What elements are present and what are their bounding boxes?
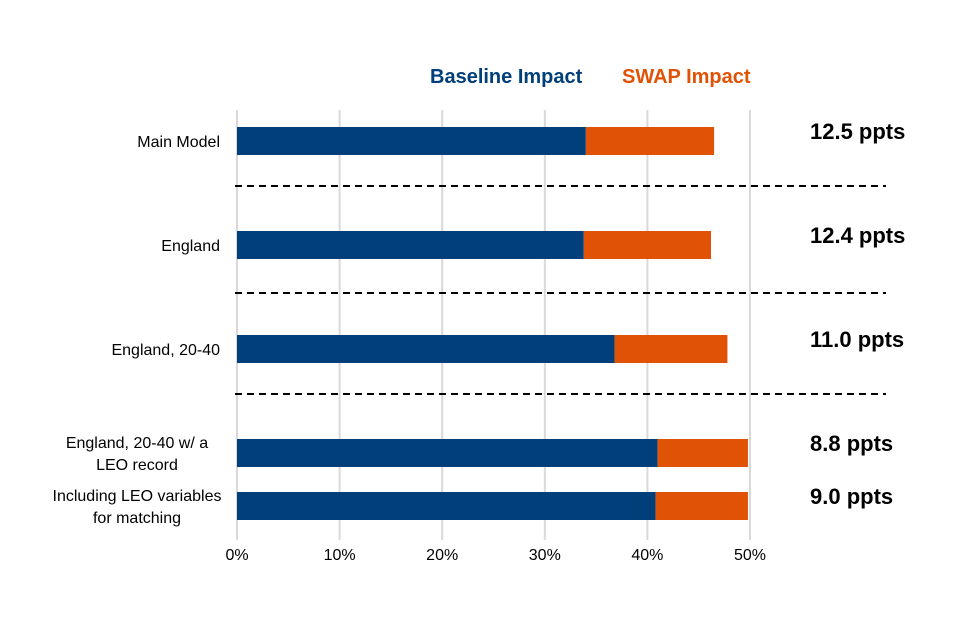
- gridlines: [236, 110, 751, 540]
- bar-swap-impact: [657, 439, 748, 467]
- legend-swap-impact: SWAP Impact: [622, 66, 751, 88]
- bar-baseline-impact: [237, 439, 658, 467]
- ppts-annotation: 12.5 ppts: [810, 119, 905, 144]
- bar-baseline-impact: [237, 127, 586, 155]
- category-label: England, 20-40 w/ a: [66, 435, 208, 452]
- ppts-annotations: 12.5 ppts 12.4 ppts 11.0 ppts 8.8 ppts 9.0 p…: [810, 119, 905, 509]
- group-separators: [235, 185, 886, 395]
- x-tick-label: 20%: [426, 547, 458, 564]
- ppts-annotation: 9.0 ppts: [810, 484, 893, 509]
- bar-baseline-impact: [237, 231, 584, 259]
- bar-swap-impact: [585, 127, 715, 155]
- legend-baseline-impact: Baseline Impact: [430, 66, 583, 88]
- category-label: Including LEO variables: [53, 488, 222, 505]
- x-tick-label: 30%: [529, 547, 561, 564]
- x-tick-label: 0%: [225, 547, 248, 564]
- category-label: England: [161, 238, 220, 255]
- bar-baseline-impact: [237, 492, 656, 520]
- category-label: LEO record: [96, 457, 178, 474]
- x-tick-label: 40%: [631, 547, 663, 564]
- ppts-annotation: 8.8 ppts: [810, 431, 893, 456]
- category-label: England, 20-40: [111, 342, 220, 359]
- bar-baseline-impact: [237, 335, 615, 363]
- category-label: Main Model: [137, 134, 220, 151]
- legend: Baseline Impact SWAP Impact: [430, 66, 751, 88]
- bar-swap-impact: [614, 335, 728, 363]
- bar-swap-impact: [655, 492, 748, 520]
- category-label: for matching: [93, 510, 181, 527]
- x-tick-label: 50%: [734, 547, 766, 564]
- bars: [237, 127, 748, 520]
- ppts-annotation: 11.0 ppts: [810, 327, 904, 352]
- x-axis-tick-labels: 0% 10% 20% 30% 40% 50%: [225, 547, 766, 564]
- ppts-annotation: 12.4 ppts: [810, 223, 905, 248]
- x-tick-label: 10%: [324, 547, 356, 564]
- bar-swap-impact: [583, 231, 712, 259]
- category-labels: Main Model England England, 20-40 England, …: [53, 134, 222, 527]
